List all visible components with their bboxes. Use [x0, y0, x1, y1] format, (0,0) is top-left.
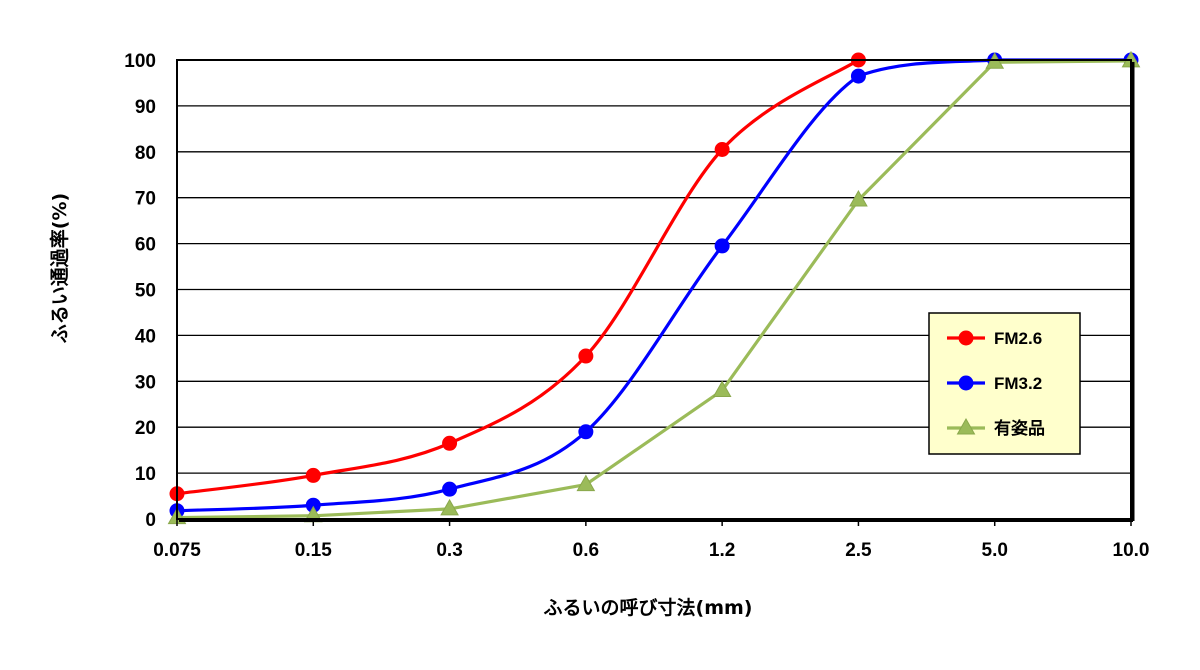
data-point [714, 238, 730, 254]
legend-label: FM3.2 [994, 374, 1042, 393]
gridlines [177, 105, 1131, 474]
y-tick-label: 70 [135, 189, 156, 210]
x-tick-label: 5.0 [982, 540, 1008, 561]
data-point [442, 481, 458, 497]
legend-label: 有姿品 [994, 418, 1045, 438]
data-point [578, 424, 594, 440]
plot-area-border [176, 59, 1132, 520]
legend-marker [958, 330, 974, 346]
data-point [578, 348, 594, 364]
data-point [440, 498, 459, 516]
legend-label: FM2.6 [994, 329, 1042, 348]
y-tick-label: 100 [124, 51, 156, 72]
x-tick-label: 0.3 [436, 540, 462, 561]
data-point [714, 142, 730, 158]
y-tick-label: 80 [135, 143, 156, 164]
y-axis-ticks: 0 10 20 30 40 50 60 70 80 90 100 [124, 51, 156, 531]
y-tick-label: 50 [135, 281, 156, 302]
y-tick-label: 20 [135, 418, 156, 439]
x-axis-ticks: 0.075 0.15 0.3 0.6 1.2 2.5 5.0 10.0 [153, 519, 1149, 561]
x-axis-title: ふるいの呼び寸法(mm) [544, 596, 753, 619]
data-point [576, 474, 596, 492]
y-tick-label: 60 [135, 235, 156, 256]
series-line [176, 59, 1132, 520]
x-tick-label: 0.075 [153, 540, 201, 561]
data-point [305, 467, 321, 483]
y-tick-label: 30 [135, 372, 156, 393]
x-tick-label: 0.15 [295, 540, 332, 561]
legend-marker [956, 417, 976, 435]
legend: FM2.6 FM3.2 有姿品 [928, 312, 1081, 455]
y-tick-label: 0 [145, 510, 156, 531]
series-line [176, 58, 1131, 513]
series-group [167, 50, 1141, 525]
x-tick-label: 1.2 [709, 540, 735, 561]
data-point [849, 189, 868, 207]
plot-frame [176, 59, 1135, 522]
x-tick-label: 0.6 [573, 540, 599, 561]
y-axis-title: ふるい通過率(%) [48, 193, 71, 343]
data-point [850, 68, 866, 84]
y-tick-label: 90 [135, 97, 156, 118]
x-tick-label: 2.5 [845, 540, 872, 561]
legend-item: 有姿品 [947, 417, 1045, 438]
legend-item: FM3.2 [947, 374, 1042, 393]
y-tick-label: 40 [135, 326, 156, 347]
series-FM2.6 [169, 52, 866, 502]
y-tick-label: 10 [135, 464, 156, 485]
data-point [712, 380, 732, 397]
legend-item: FM2.6 [947, 329, 1042, 348]
series-line [176, 58, 860, 496]
data-point [442, 435, 458, 451]
legend-marker [958, 375, 974, 391]
x-tick-label: 10.0 [1113, 540, 1150, 561]
